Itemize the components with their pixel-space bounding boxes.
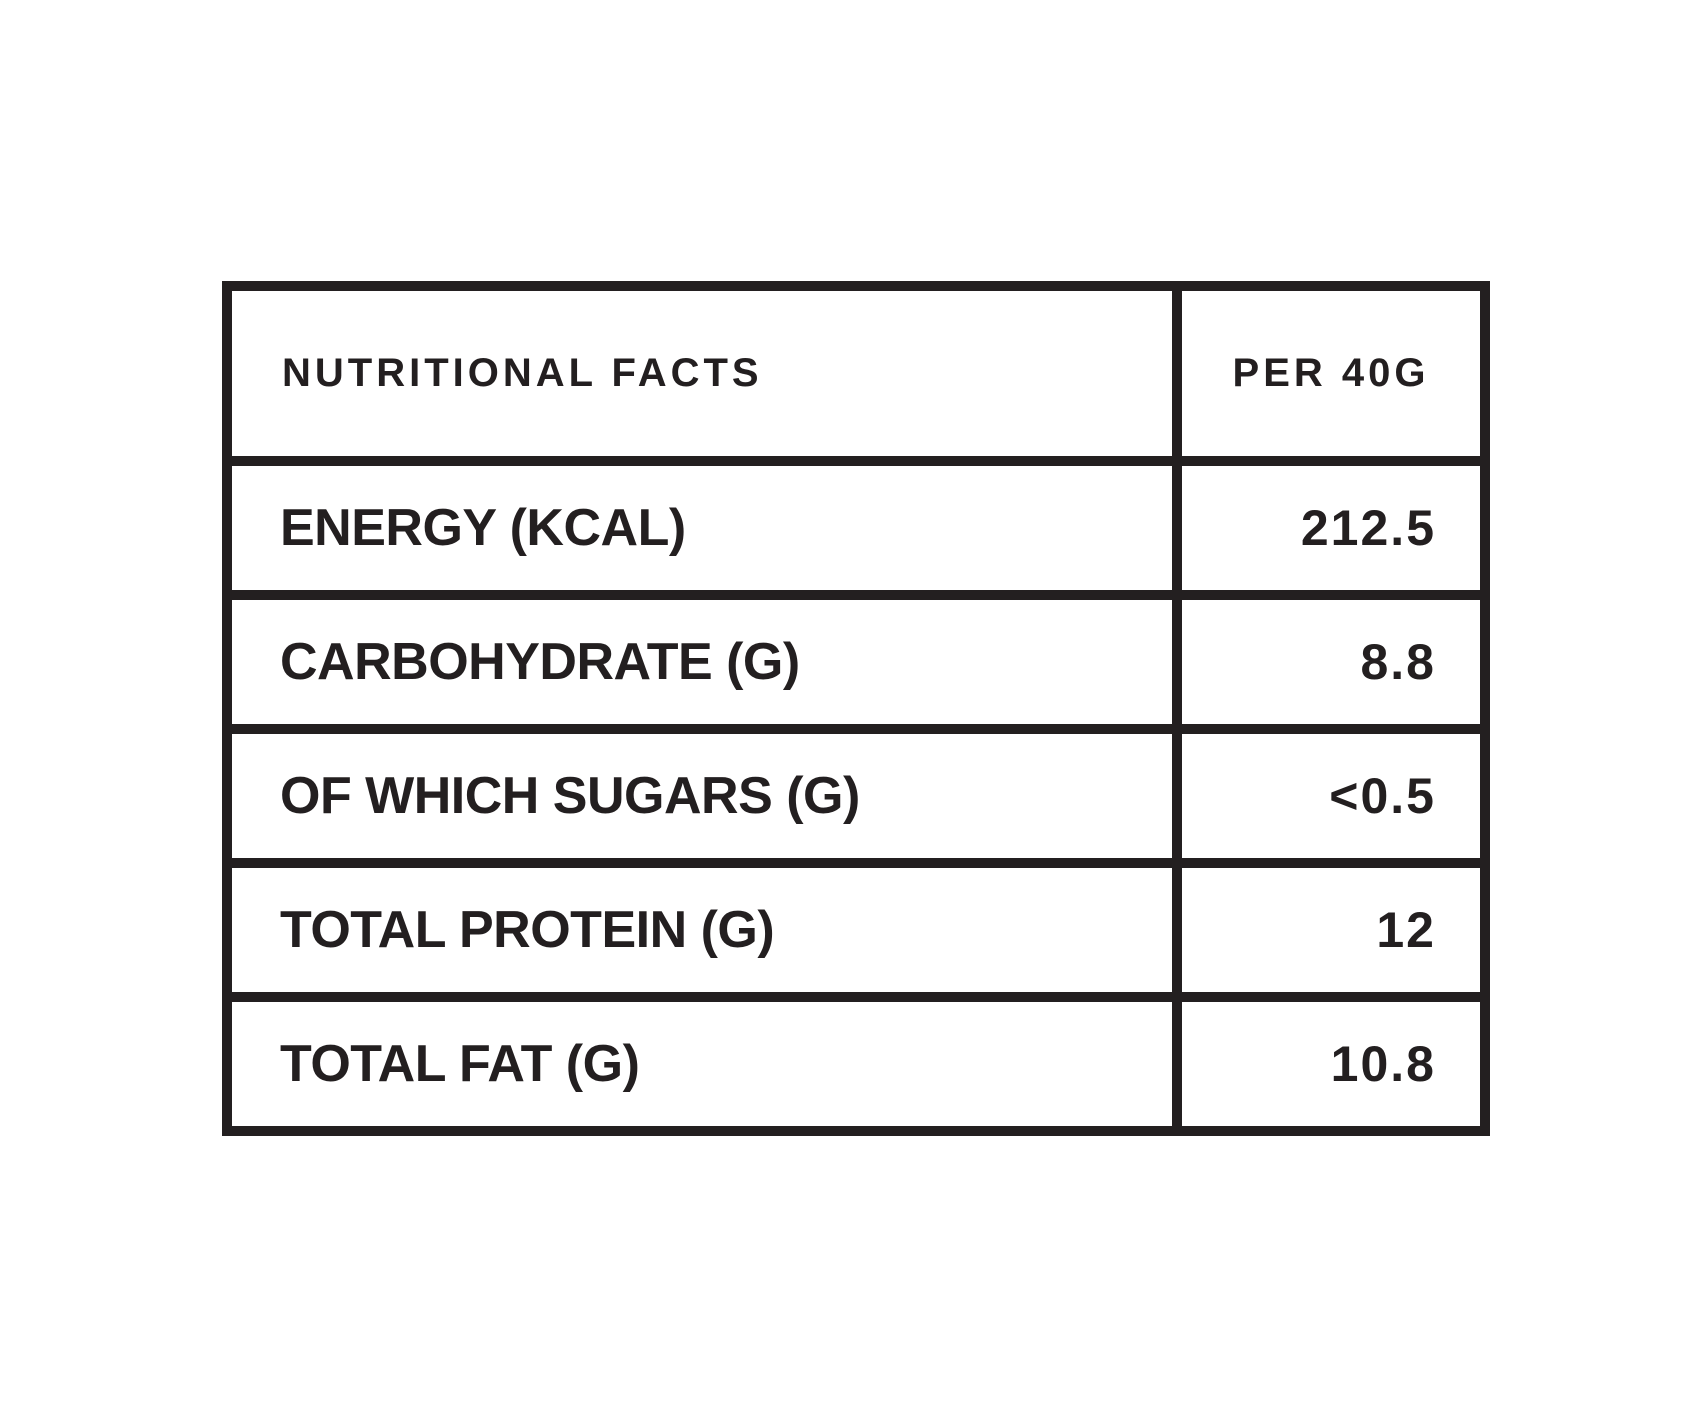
nutritional-facts-header: NUTRITIONAL FACTS — [222, 281, 1182, 466]
nutrient-value: 8.8 — [1172, 590, 1490, 734]
nutrient-label: CARBOHYDRATE (G) — [222, 590, 1182, 734]
nutrient-value: <0.5 — [1172, 724, 1490, 868]
table-row-protein: TOTAL PROTEIN (G) 12 — [222, 858, 1490, 1002]
nutrient-value: 12 — [1172, 858, 1490, 1002]
nutrient-label: TOTAL PROTEIN (G) — [222, 858, 1182, 1002]
per-serving-header: PER 40G — [1172, 281, 1490, 466]
nutrition-facts-table: NUTRITIONAL FACTS PER 40G ENERGY (KCAL) … — [222, 281, 1490, 1136]
table-row-sugars: OF WHICH SUGARS (G) <0.5 — [222, 724, 1490, 868]
nutrient-label: OF WHICH SUGARS (G) — [222, 724, 1182, 868]
table-row-fat: TOTAL FAT (G) 10.8 — [222, 992, 1490, 1136]
nutrient-label: ENERGY (KCAL) — [222, 456, 1182, 600]
header-row: NUTRITIONAL FACTS PER 40G — [222, 281, 1490, 466]
nutrient-value: 10.8 — [1172, 992, 1490, 1136]
nutrient-value: 212.5 — [1172, 456, 1490, 600]
table-row-carbohydrate: CARBOHYDRATE (G) 8.8 — [222, 590, 1490, 734]
table-row-energy: ENERGY (KCAL) 212.5 — [222, 456, 1490, 600]
nutrient-label: TOTAL FAT (G) — [222, 992, 1182, 1136]
